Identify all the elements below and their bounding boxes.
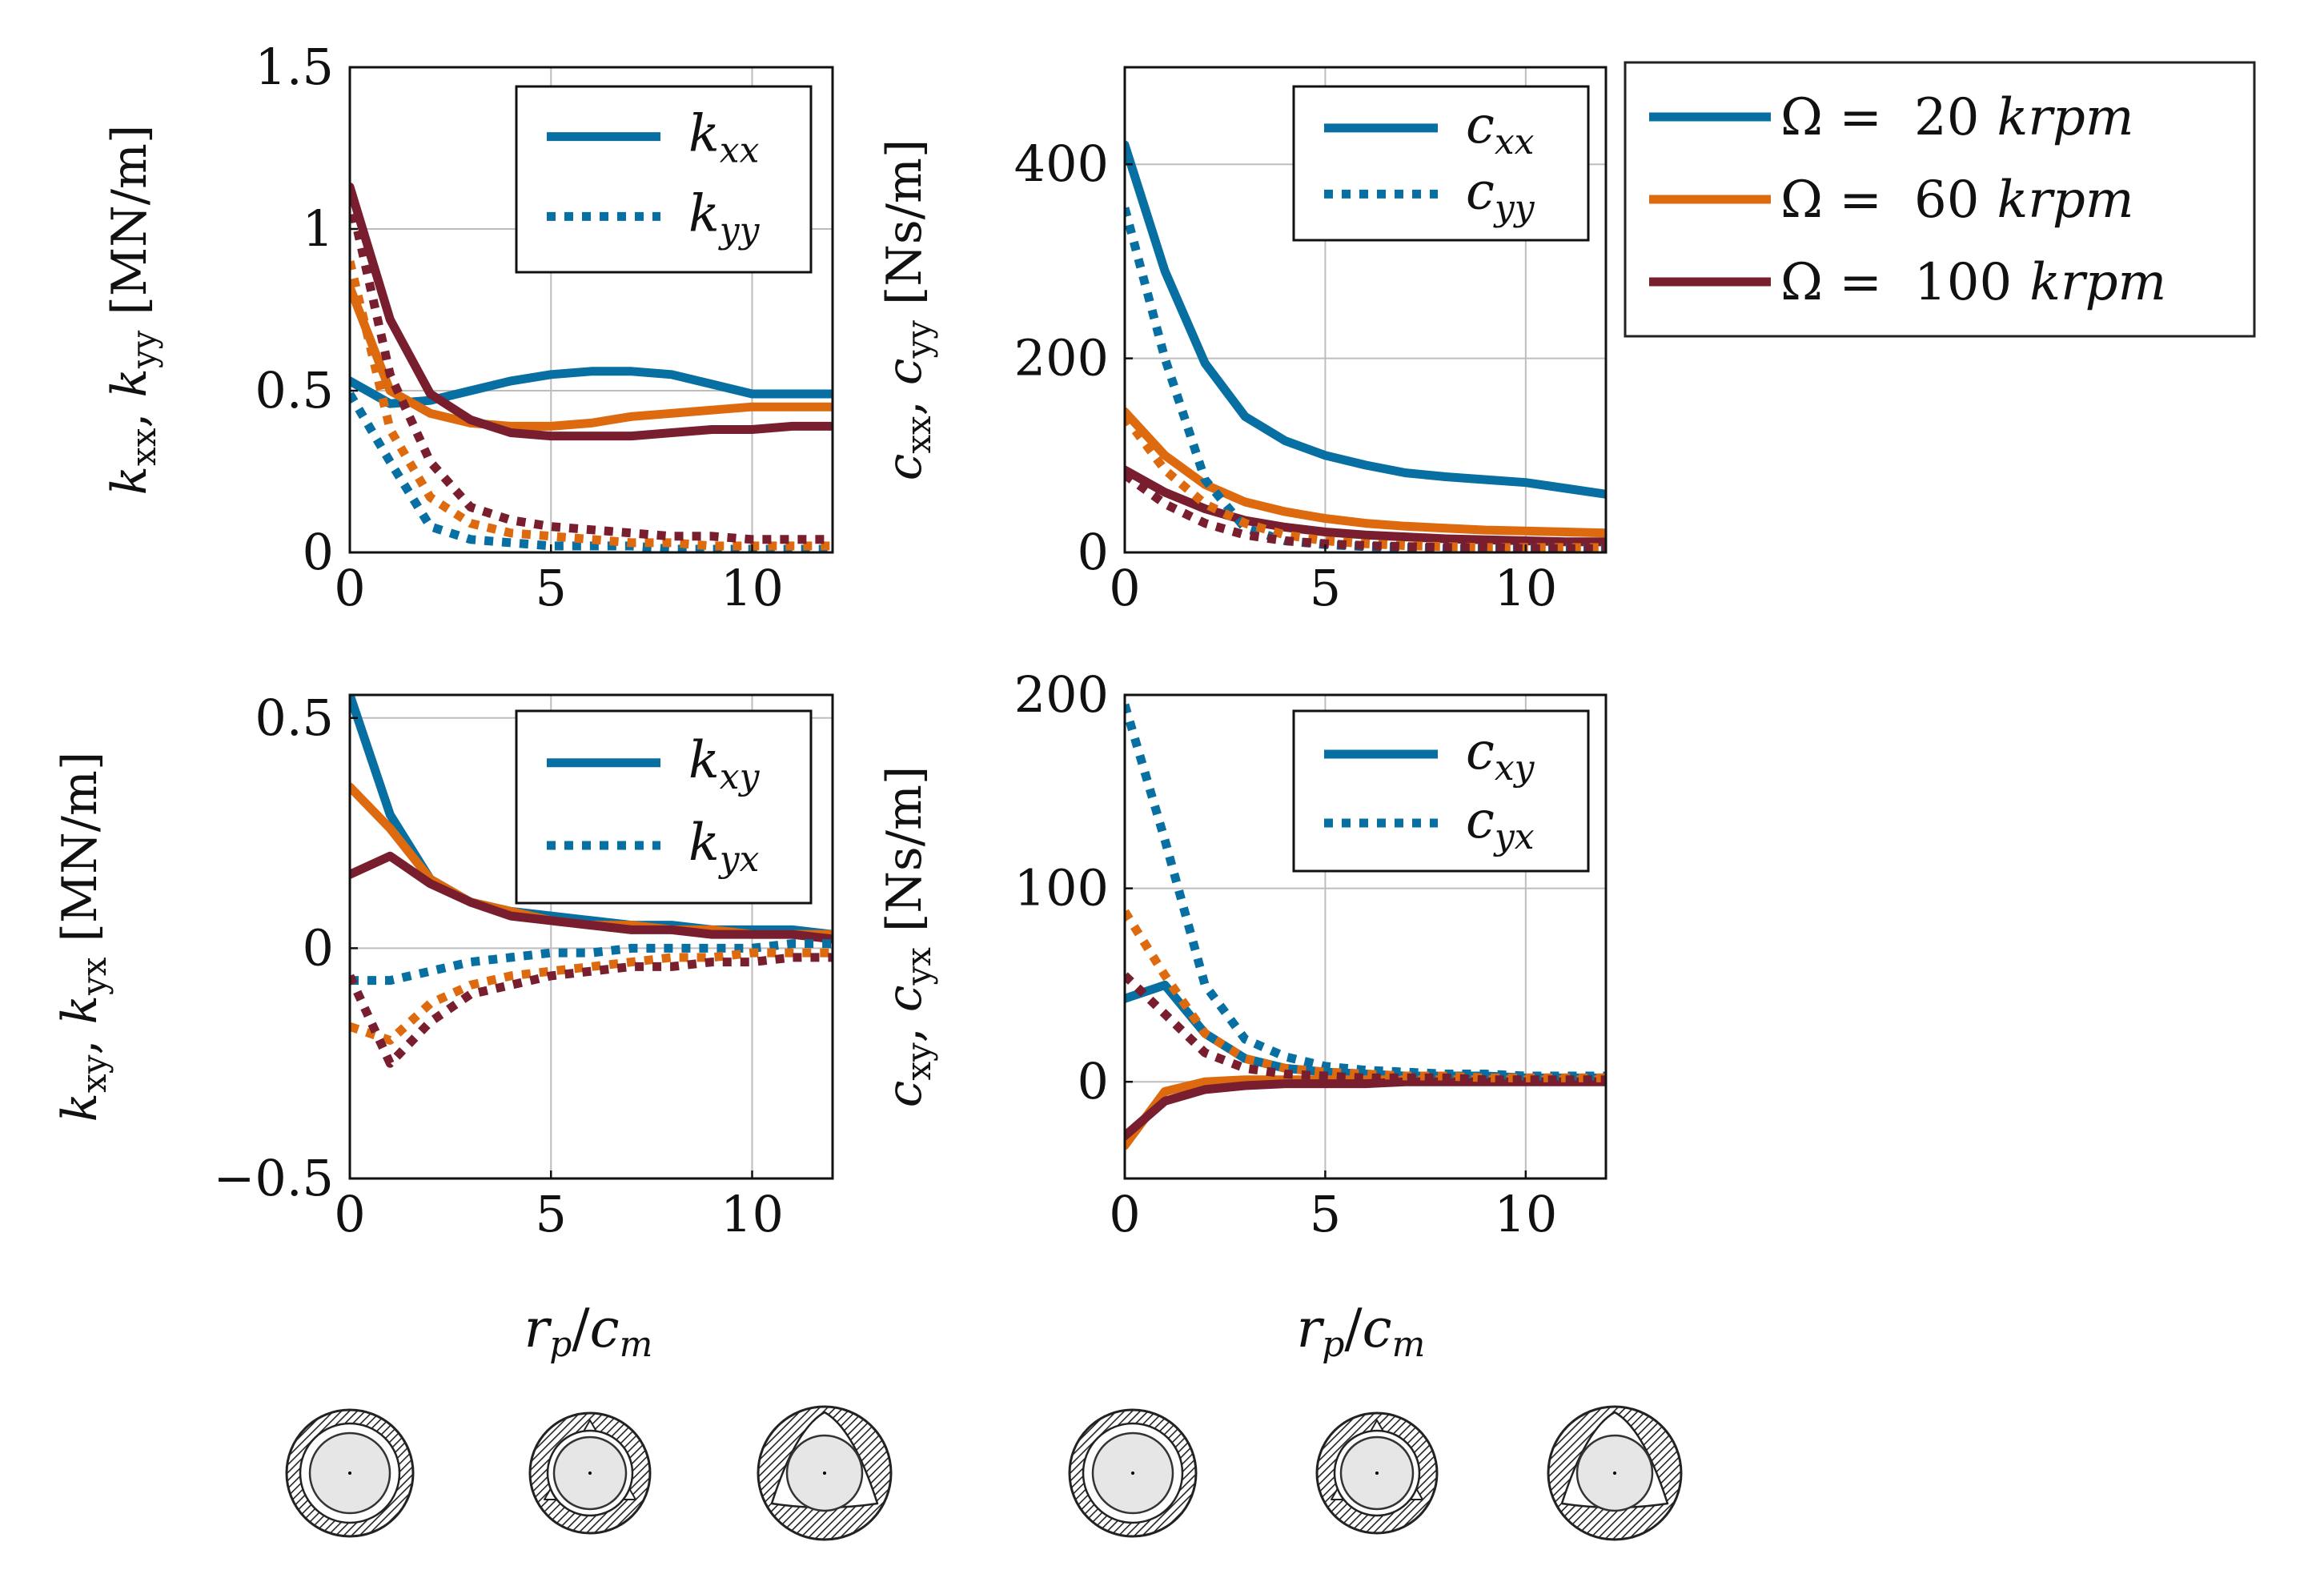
- y-axis-label: kxx, kyy [MN/m]: [102, 125, 163, 496]
- panel-legend-frame: [515, 709, 813, 905]
- legend-value-100krpm: 100: [1914, 253, 2012, 312]
- legend-entry-20krpm: Ω = 20 krpm: [1649, 88, 2134, 147]
- legend-omega-20krpm: Ω =: [1780, 88, 1882, 147]
- series-line-cyx-100-krpm: [1125, 972, 1606, 1085]
- panel-legend-label: kyy: [688, 184, 761, 251]
- x-tick-label: 10: [720, 559, 784, 617]
- x-tick-label: 5: [536, 1185, 567, 1243]
- y-tick-label: 1: [303, 199, 334, 258]
- y-axis-label: cxy, cyx [Ns/m]: [877, 766, 938, 1108]
- plot-frame: [348, 66, 834, 554]
- legend-omega-100krpm: Ω =: [1780, 253, 1882, 312]
- panel-legend-frame: [1292, 709, 1590, 873]
- bearing-geometry-round-icon: [285, 1408, 415, 1538]
- series-line-cyy-20-krpm: [1125, 207, 1606, 552]
- panel-legend-label: cyy: [1466, 162, 1535, 228]
- y-tick-label: 1.5: [255, 38, 334, 96]
- series-line-kxy-100-krpm: [350, 851, 833, 944]
- legend-unit-20krpm: krpm: [1997, 88, 2133, 147]
- panel-legend-label: cxx: [1466, 96, 1535, 163]
- x-tick-label: 10: [720, 1185, 784, 1243]
- series-line-kxx-20-krpm: [350, 367, 833, 408]
- y-tick-label: 0: [1078, 523, 1109, 581]
- series-group: [350, 695, 833, 1068]
- series-group: [350, 183, 833, 552]
- legend-unit-60krpm: krpm: [1997, 171, 2133, 230]
- y-tick-label: 200: [1014, 665, 1109, 724]
- plot-frame: [1123, 693, 1608, 1180]
- x-tick-label: 0: [1109, 559, 1140, 617]
- panel-legend-label: cxy: [1466, 722, 1535, 789]
- bearing-icons: [285, 1405, 1683, 1541]
- series-line-cxx-60-krpm: [1125, 407, 1606, 538]
- y-tick-label: 0: [303, 523, 334, 581]
- x-axis-label-left: rp/cm: [524, 1298, 653, 1365]
- bearing-geometry-round-icon: [1068, 1408, 1198, 1538]
- x-tick-label: 5: [1310, 1185, 1341, 1243]
- panel-legend-label: cyx: [1466, 791, 1535, 857]
- y-axis-label: kxy, kyx [MN/m]: [52, 752, 114, 1122]
- legend-unit-100krpm: krpm: [2029, 253, 2166, 312]
- panel-legend-frame: [1292, 85, 1590, 242]
- series-line-kxx-60-krpm: [350, 283, 833, 431]
- x-tick-label: 0: [1109, 1185, 1140, 1243]
- series-line-kyx-60-krpm: [350, 948, 833, 1045]
- y-tick-label: 0: [303, 918, 334, 977]
- x-tick-label: 10: [1494, 559, 1557, 617]
- panel-legend-frame: [515, 85, 813, 274]
- series-line-cyx-60-krpm: [1125, 909, 1606, 1082]
- chart-panel-kxx_kyy: 0 5 10 0 0.5 1 1.5 kxx, kyy [MN/m] kxx kyy: [102, 38, 834, 617]
- series-line-cxy-20-krpm: [1125, 980, 1606, 1082]
- panel-legend-label: kxx: [688, 105, 760, 171]
- plot-frame: [1123, 66, 1608, 554]
- series-group: [1125, 703, 1606, 1150]
- y-tick-label: 0: [1078, 1052, 1109, 1110]
- y-tick-label: 200: [1014, 329, 1109, 387]
- y-tick-label: 400: [1014, 135, 1109, 193]
- x-axis-label-right: rp/cm: [1297, 1298, 1426, 1365]
- series-line-cxy-100-krpm: [1125, 1077, 1606, 1141]
- y-tick-label: −0.5: [213, 1149, 334, 1207]
- series-line-cyx-20-krpm: [1125, 703, 1606, 1081]
- x-tick-label: 10: [1494, 1185, 1557, 1243]
- y-tick-label: 0.5: [255, 361, 334, 420]
- series-line-kyy-100-krpm: [350, 195, 833, 544]
- series-line-cxx-20-krpm: [1125, 140, 1606, 499]
- x-tick-label: 5: [1310, 559, 1341, 617]
- series-line-kxx-100-krpm: [350, 183, 833, 441]
- series-line-cxx-100-krpm: [1125, 465, 1606, 547]
- x-tick-label: 5: [536, 559, 567, 617]
- legend-entry-100krpm: Ω = 100 krpm: [1649, 253, 2166, 312]
- bearing-geometry-strong-preload-icon: [1547, 1405, 1683, 1541]
- bearing-geometry-mild-preload-icon: [528, 1411, 652, 1535]
- panel-legend: kxy kyx: [515, 709, 813, 905]
- series-line-kyx-20-krpm: [350, 939, 833, 986]
- legend-value-60krpm: 60: [1914, 171, 1979, 230]
- bearing-geometry-mild-preload-icon: [1315, 1411, 1439, 1535]
- x-tick-label: 0: [334, 559, 365, 617]
- y-axis-label: cxx, cyy [Ns/m]: [877, 139, 938, 481]
- plot-frame: [348, 693, 834, 1180]
- series-line-cyy-100-krpm: [1125, 471, 1606, 552]
- legend-entry-60krpm: Ω = 60 krpm: [1649, 171, 2134, 230]
- global-legend: Ω = 20 krpm Ω = 60 krpm Ω = 100 krpm: [1624, 61, 2256, 338]
- y-tick-label: 0.5: [255, 689, 334, 747]
- panel-legend-label: kyx: [688, 813, 760, 880]
- legend-value-20krpm: 20: [1914, 88, 1979, 147]
- legend-omega-60krpm: Ω =: [1780, 171, 1882, 230]
- panel-legend: kxx kyy: [515, 85, 813, 274]
- bearing-geometry-strong-preload-icon: [757, 1405, 893, 1541]
- y-tick-label: 100: [1014, 859, 1109, 917]
- x-tick-label: 0: [334, 1185, 365, 1243]
- panel-legend-label: kxy: [688, 731, 761, 797]
